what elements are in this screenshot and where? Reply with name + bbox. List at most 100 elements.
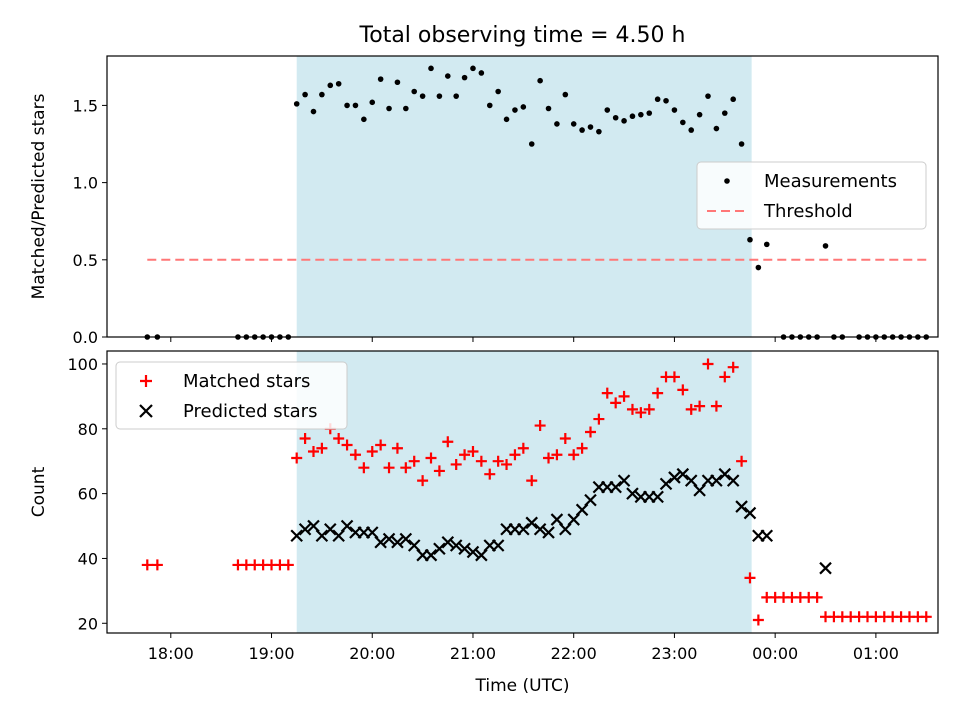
data-point: [534, 420, 546, 432]
data-point: [383, 462, 395, 474]
data-point: [694, 400, 706, 412]
data-point: [467, 445, 479, 457]
data-point: [668, 471, 681, 484]
data-point: [327, 82, 334, 89]
axes-frame: [106, 55, 939, 338]
data-point: [612, 114, 619, 121]
data-point: [755, 264, 762, 271]
y-tick-label: 20: [78, 614, 98, 633]
data-point: [382, 532, 396, 546]
data-point: [491, 539, 505, 552]
data-point: [344, 102, 350, 109]
data-point: [341, 439, 353, 451]
data-point: [319, 91, 325, 98]
data-point: [543, 452, 555, 464]
data-point: [760, 529, 774, 543]
data-point: [744, 572, 756, 584]
data-point: [721, 110, 728, 116]
data-point: [528, 141, 535, 147]
data-point: [710, 474, 723, 487]
data-point: [576, 442, 588, 454]
data-point: [743, 506, 757, 520]
x-tick-label: 20:00: [349, 644, 395, 663]
data-point: [643, 403, 655, 415]
legend: Matched stars Predicted stars: [115, 361, 348, 430]
data-point: [307, 445, 319, 457]
data-point: [579, 127, 585, 133]
data-point: [568, 449, 580, 461]
x-tick-label: 00:00: [752, 644, 798, 663]
observing-span: [296, 56, 752, 337]
data-point: [298, 522, 312, 536]
legend-marker: [139, 404, 153, 418]
data-point: [696, 111, 703, 118]
data-point: [638, 111, 644, 118]
data-point: [492, 455, 504, 467]
y-tick-label: 0.0: [73, 328, 98, 347]
data-point: [417, 475, 429, 487]
series-predicted-stars: [290, 467, 832, 575]
data-point: [349, 449, 361, 461]
x-tick-label: 19:00: [248, 644, 294, 663]
data-point: [509, 449, 521, 461]
data-point: [629, 113, 636, 120]
y-axis-label: Count: [29, 466, 49, 517]
data-point: [676, 467, 690, 481]
y-tick-label: 1.0: [73, 174, 98, 193]
data-point: [377, 76, 384, 82]
data-point: [621, 118, 627, 124]
data-point: [375, 439, 387, 451]
series-measurements: [144, 65, 930, 340]
data-point: [503, 116, 510, 123]
data-point: [822, 243, 829, 249]
data-point: [526, 475, 538, 487]
legend-marker: [724, 178, 730, 184]
data-point: [453, 93, 459, 99]
data-point: [478, 70, 485, 76]
data-point: [542, 526, 555, 539]
data-point: [428, 65, 434, 72]
data-point: [293, 101, 300, 107]
data-point: [466, 545, 480, 559]
data-point: [333, 433, 345, 445]
data-point: [626, 403, 638, 415]
data-point: [484, 468, 496, 480]
data-point: [819, 561, 832, 575]
data-point: [652, 387, 664, 399]
data-point: [459, 449, 471, 461]
data-point: [705, 93, 711, 99]
data-point: [461, 74, 468, 81]
data-point: [151, 559, 163, 571]
data-point: [702, 358, 714, 370]
data-point: [141, 559, 153, 571]
data-point: [299, 433, 311, 445]
data-point: [736, 455, 748, 467]
legend: Measurements Threshold: [696, 161, 927, 230]
data-point: [554, 121, 560, 127]
data-point: [617, 474, 631, 487]
data-point: [635, 407, 647, 419]
data-point: [587, 124, 594, 130]
x-axis-label: Time (UTC): [475, 676, 570, 696]
data-point: [533, 522, 547, 536]
data-point: [458, 542, 471, 556]
data-point: [601, 387, 613, 399]
data-point: [651, 490, 664, 504]
data-point: [604, 107, 611, 113]
data-point: [646, 110, 653, 116]
data-point: [450, 458, 462, 470]
data-point: [486, 102, 493, 109]
observing-span: [296, 351, 752, 633]
data-point: [738, 141, 745, 147]
data-point: [626, 487, 639, 500]
data-point: [525, 516, 539, 530]
data-point: [282, 559, 294, 571]
data-point: [677, 384, 689, 396]
legend-label: Matched stars: [183, 371, 310, 392]
data-point: [408, 455, 420, 467]
legend-box: [696, 161, 927, 230]
data-point: [570, 121, 577, 127]
data-point: [433, 465, 445, 477]
data-point: [727, 361, 739, 373]
data-point: [545, 105, 552, 112]
